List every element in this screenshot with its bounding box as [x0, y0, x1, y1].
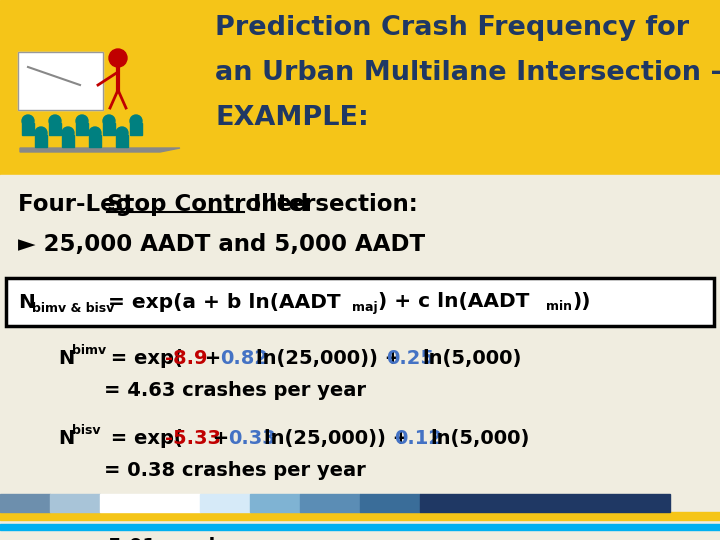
Bar	[0, 0, 720, 175]
Text: EXAMPLE:: EXAMPLE:	[215, 105, 369, 131]
Bar	[420, 494, 670, 512]
Text: bimv & bisv: bimv & bisv	[32, 301, 114, 314]
Text: = exp(a + b ln(AADT: = exp(a + b ln(AADT	[108, 293, 341, 312]
Bar	[35, 135, 47, 147]
Text: ) + c ln(AADT: ) + c ln(AADT	[378, 293, 529, 312]
Polygon shape	[20, 148, 180, 152]
Circle shape	[116, 127, 128, 139]
Text: = 0.38 crashes per year: = 0.38 crashes per year	[104, 461, 366, 480]
Bar	[100, 494, 200, 512]
Circle shape	[22, 115, 34, 127]
Circle shape	[130, 115, 142, 127]
Text: ln(5,000): ln(5,000)	[430, 429, 529, 448]
Text: ln(25,000)) +: ln(25,000)) +	[256, 349, 408, 368]
Circle shape	[89, 127, 101, 139]
Text: N: N	[18, 505, 35, 524]
Text: maj: maj	[352, 300, 377, 314]
Bar	[0, 494, 50, 512]
Text: =  5.01 crashes per year: = 5.01 crashes per year	[78, 537, 346, 540]
Text: +: +	[198, 349, 228, 368]
Bar	[0, 175, 720, 540]
Bar	[18, 52, 103, 110]
Text: an Urban Multilane Intersection –: an Urban Multilane Intersection –	[215, 60, 720, 86]
Text: ln(25,000)) +: ln(25,000)) +	[264, 429, 416, 448]
Text: N: N	[18, 293, 35, 312]
Text: Stop Controlled: Stop Controlled	[107, 193, 308, 216]
Circle shape	[76, 115, 88, 127]
Text: =  4.63 + 0.38: = 4.63 + 0.38	[78, 505, 234, 524]
Circle shape	[103, 115, 115, 127]
Bar	[130, 123, 142, 135]
Text: +: +	[206, 429, 236, 448]
FancyBboxPatch shape	[6, 278, 714, 326]
Text: 0.33: 0.33	[228, 429, 276, 448]
Bar	[49, 123, 61, 135]
Text: ► 25,000 AADT and 5,000 AADT: ► 25,000 AADT and 5,000 AADT	[18, 233, 425, 256]
Bar	[89, 135, 101, 147]
Text: = exp(: = exp(	[104, 429, 183, 448]
Bar	[18, 52, 103, 110]
Circle shape	[49, 115, 61, 127]
Circle shape	[35, 127, 47, 139]
Bar	[360, 494, 420, 512]
Text: bimv: bimv	[72, 344, 106, 357]
Bar	[0, 512, 720, 520]
Circle shape	[62, 127, 74, 139]
Text: Four-Leg: Four-Leg	[18, 193, 140, 216]
Bar	[250, 494, 300, 512]
Text: min: min	[546, 300, 572, 314]
Text: Intersection:: Intersection:	[245, 193, 418, 216]
Text: = exp(: = exp(	[104, 349, 183, 368]
Bar	[200, 494, 250, 512]
Text: 0.82: 0.82	[220, 349, 268, 368]
Bar	[0, 524, 720, 530]
Bar	[116, 135, 128, 147]
Text: bisv: bisv	[72, 424, 101, 437]
Bar	[50, 494, 100, 512]
Text: -5.33: -5.33	[165, 429, 221, 448]
Text: ln(5,000): ln(5,000)	[422, 349, 521, 368]
Text: N: N	[58, 349, 74, 368]
Bar	[103, 123, 115, 135]
Bar	[76, 123, 88, 135]
Text: 0.12: 0.12	[394, 429, 442, 448]
Bar	[300, 494, 360, 512]
Text: Prediction Crash Frequency for: Prediction Crash Frequency for	[215, 15, 689, 41]
Text: spf int: spf int	[32, 500, 77, 513]
Bar	[62, 135, 74, 147]
Bar	[22, 123, 34, 135]
Text: )): ))	[572, 293, 590, 312]
Text: N: N	[58, 429, 74, 448]
Text: = 4.63 crashes per year: = 4.63 crashes per year	[104, 381, 366, 400]
Text: -8.9: -8.9	[165, 349, 207, 368]
Circle shape	[109, 49, 127, 67]
Text: 0.25: 0.25	[386, 349, 434, 368]
